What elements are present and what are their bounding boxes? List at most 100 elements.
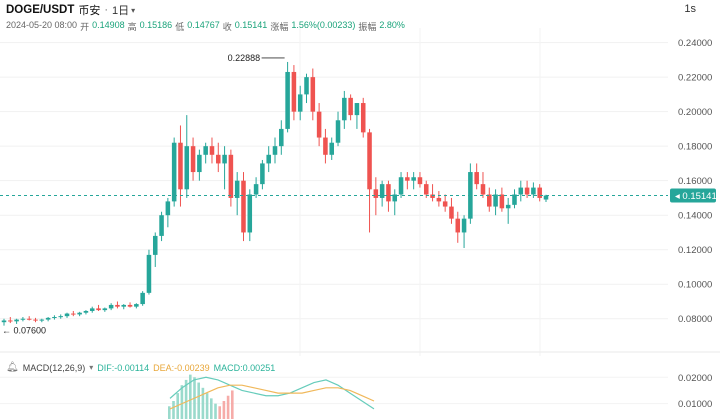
candle-body bbox=[266, 154, 271, 164]
candle-body bbox=[279, 128, 284, 147]
macd-bar bbox=[210, 398, 213, 419]
chevron-down-icon[interactable]: ▾ bbox=[131, 5, 136, 15]
interval-selector[interactable]: 1日 bbox=[112, 5, 130, 17]
symbol-label[interactable]: DOGE/USDT bbox=[6, 4, 75, 16]
macd-bar bbox=[184, 379, 188, 419]
candle-body bbox=[52, 317, 57, 319]
candle-body bbox=[335, 120, 341, 143]
macd-value: MACD:0.00251 bbox=[213, 362, 276, 373]
candle-body bbox=[487, 194, 492, 207]
candle-body bbox=[405, 177, 410, 181]
macd-bar bbox=[172, 401, 175, 419]
candle-body bbox=[285, 71, 290, 129]
price-tick-label: 0.24000 bbox=[678, 38, 712, 49]
candle-body bbox=[461, 218, 467, 233]
candle-body bbox=[184, 146, 190, 190]
candle-body bbox=[241, 180, 246, 233]
candle-body bbox=[524, 187, 530, 195]
candle-body bbox=[77, 312, 82, 315]
change-label: 涨幅 bbox=[270, 22, 289, 32]
price-tick-label: 0.12000 bbox=[678, 245, 712, 256]
amplitude-label: 振幅 bbox=[358, 22, 377, 32]
candle-body bbox=[455, 218, 461, 233]
candle-body bbox=[146, 254, 152, 293]
candle-body bbox=[449, 206, 454, 219]
candle-body bbox=[203, 146, 208, 155]
candle-body bbox=[20, 318, 26, 320]
candle-body bbox=[134, 304, 139, 307]
high-value: 0.15186 bbox=[139, 20, 173, 30]
macd-bar bbox=[189, 374, 192, 419]
dea-value: DEA:-0.00239 bbox=[153, 362, 210, 373]
candle-body bbox=[14, 319, 19, 322]
candle-body bbox=[474, 172, 479, 185]
price-tick-label: 0.16000 bbox=[678, 176, 712, 187]
chevron-down-icon[interactable]: ▾ bbox=[89, 363, 94, 372]
candle-body bbox=[398, 177, 404, 195]
candle-body bbox=[531, 187, 536, 195]
chart-header: DOGE/USDT 币安 · 1日 ▾ bbox=[6, 2, 135, 18]
refresh-rate[interactable]: 1s bbox=[684, 3, 696, 15]
macd-bar bbox=[197, 382, 200, 419]
candle-body bbox=[1, 320, 7, 323]
candle-body bbox=[291, 71, 297, 112]
candle-body bbox=[64, 313, 70, 317]
macd-bar bbox=[180, 385, 184, 419]
candle-body bbox=[140, 292, 145, 305]
candle-body bbox=[171, 142, 177, 202]
macd-tick-label: 0.01000 bbox=[678, 399, 712, 410]
ohlc-legend: 2024-05-20 08:00 开 0.14908 高 0.15186 低 0… bbox=[6, 20, 405, 33]
candle-body bbox=[228, 154, 234, 198]
close-value: 0.15141 bbox=[234, 20, 268, 30]
exchange-label: 币安 bbox=[78, 5, 101, 17]
candle-body bbox=[39, 319, 45, 321]
candle-body bbox=[71, 313, 76, 315]
macd-tick-label: 0.02000 bbox=[678, 373, 712, 384]
amplitude-value: 2.80% bbox=[379, 20, 405, 30]
candle-body bbox=[310, 77, 316, 112]
candle-body bbox=[127, 304, 133, 307]
candle-body bbox=[411, 177, 416, 181]
candle-body bbox=[152, 235, 158, 255]
dif-line bbox=[169, 376, 375, 410]
candle-body bbox=[417, 177, 423, 185]
candle-body bbox=[342, 97, 347, 121]
candle-body bbox=[386, 184, 391, 202]
candle-body bbox=[26, 318, 32, 320]
candle-body bbox=[316, 111, 322, 138]
candle-body bbox=[165, 201, 171, 216]
open-label: 开 bbox=[80, 22, 90, 32]
price-tick-label: 0.08000 bbox=[678, 314, 712, 325]
open-value: 0.14908 bbox=[92, 20, 125, 30]
candle-body bbox=[499, 194, 505, 209]
macd-bar bbox=[168, 406, 171, 419]
candle-body bbox=[209, 146, 215, 155]
high-label: 高 bbox=[127, 22, 137, 32]
candle-body bbox=[216, 154, 221, 164]
candle-body bbox=[115, 304, 120, 307]
ohlc-datetime: 2024-05-20 08:00 bbox=[6, 20, 78, 30]
dea-line bbox=[169, 384, 375, 410]
low-marker-label: ← 0.07600 bbox=[2, 326, 46, 336]
candle-body bbox=[304, 77, 309, 95]
candle-body bbox=[480, 184, 486, 195]
bell-icon[interactable]: 🔔︎ bbox=[6, 362, 19, 373]
candle-body bbox=[442, 201, 448, 207]
candle-body bbox=[367, 132, 372, 190]
candle-body bbox=[247, 194, 253, 233]
candle-body bbox=[8, 320, 13, 322]
candle-body bbox=[190, 146, 196, 173]
macd-bar bbox=[231, 390, 234, 419]
separator-dot: · bbox=[104, 4, 109, 16]
macd-bar bbox=[226, 395, 230, 419]
candle-body bbox=[102, 308, 108, 311]
candle-body bbox=[436, 197, 442, 202]
macd-label[interactable]: MACD(12,26,9) bbox=[22, 362, 86, 373]
candle-body bbox=[323, 137, 328, 155]
candle-body bbox=[392, 194, 398, 202]
candle-body bbox=[33, 319, 38, 321]
low-value: 0.14767 bbox=[187, 20, 220, 30]
candle-body bbox=[197, 154, 202, 173]
candle-body bbox=[373, 189, 379, 198]
